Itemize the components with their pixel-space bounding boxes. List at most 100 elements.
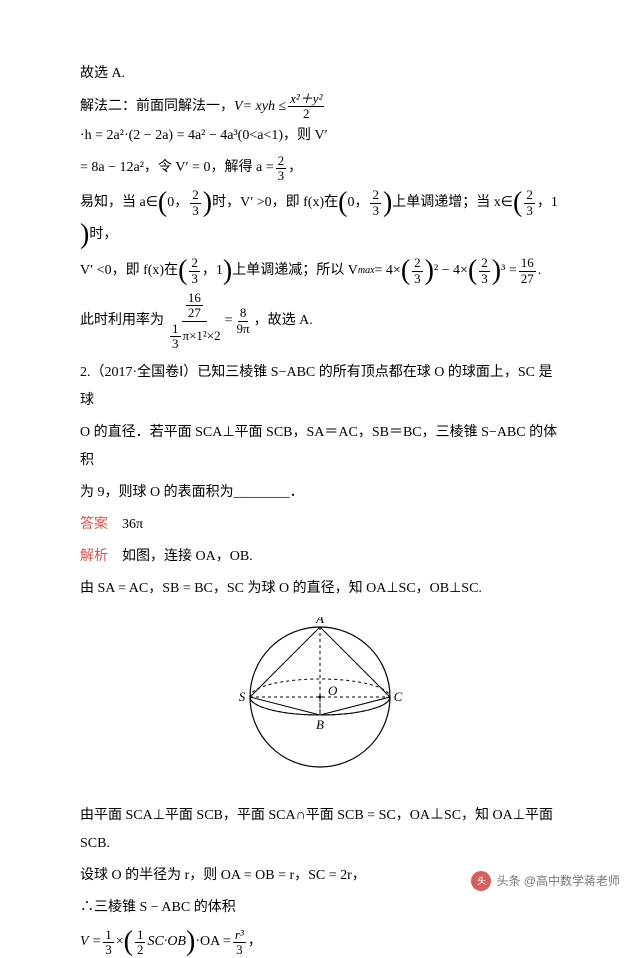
sphere-diagram: A S C B O [80, 617, 560, 788]
pl [178, 255, 187, 287]
n: 2 [190, 188, 201, 203]
avatar-icon: 头 [471, 871, 491, 891]
f: 1627 [186, 291, 203, 321]
pl [338, 187, 347, 219]
f: 23 [524, 188, 535, 218]
t: 上单调递减；所以 V [232, 257, 358, 285]
frac-89pi: 89π [235, 306, 252, 336]
d: 3 [190, 204, 201, 218]
t: 此时利用率为 [80, 307, 164, 335]
t: . [538, 257, 542, 285]
t: ³ = [501, 257, 517, 285]
pl [124, 926, 133, 958]
answer-label: 答案 [80, 511, 108, 539]
pr [203, 187, 212, 219]
line-method2: 解法二：前面同解法一， V = xyh ≤ x²＋y²2 ·h = 2a²·(2… [80, 92, 560, 150]
pl [513, 187, 522, 219]
V: V [234, 93, 243, 121]
d: 3 [370, 204, 381, 218]
frac-xy: x²＋y²2 [288, 92, 324, 122]
svg-text:S: S [239, 689, 246, 704]
question2c: 为 9，则球 O 的表面积为________． [80, 479, 560, 507]
t: 时，V′ >0，即 f(x)在 [212, 189, 338, 217]
scob: SC·OB [147, 928, 186, 956]
d: 2 [135, 943, 146, 957]
d: 13π×1²×2 [166, 322, 223, 352]
n: 1 [103, 928, 114, 943]
t: V = [80, 928, 101, 956]
line-ratio: 此时利用率为 1627 13π×1²×2 = 89π ，故选 A. [80, 291, 560, 351]
svg-text:A: A [315, 617, 324, 626]
svg-text:O: O [328, 683, 338, 698]
line-p10: ∴三棱锥 S − ABC 的体积 [80, 894, 560, 922]
t: = 8a − 12a²，令 V′ = 0，解得 a = [80, 154, 274, 182]
t: π×1²×2 [183, 328, 221, 343]
d: 3 [276, 169, 287, 183]
explain-line: 解析 如图，连接 OA，OB. [80, 543, 560, 571]
frac-1627: 1627 [519, 256, 536, 286]
f13: 13 [103, 928, 114, 958]
t: ·OA = [195, 928, 231, 956]
f: 13 [170, 322, 181, 352]
d: 9π [235, 322, 252, 336]
sub: max [358, 261, 375, 281]
pr [492, 255, 501, 287]
answer-value: 36π [108, 511, 143, 539]
pr [80, 219, 89, 251]
d: 3 [170, 337, 181, 351]
frac-23: 23 [276, 154, 287, 184]
t: O 的直径．若平面 SCA⊥平面 SCB，SA＝AC，SB＝BC，三棱锥 S−A… [80, 419, 560, 475]
explain-label: 解析 [80, 543, 108, 571]
line-interval2: V′ <0，即 f(x)在 23，1 上单调递减；所以 Vmax = 4× 23… [80, 255, 560, 287]
f: 23 [190, 188, 201, 218]
f: 23 [189, 256, 200, 286]
t: ² − 4× [434, 257, 468, 285]
t: 为 9，则球 O 的表面积为________． [80, 479, 304, 507]
d: 3 [234, 943, 245, 957]
n: r³ [233, 928, 246, 943]
question2: 2.（2017·全国卷Ⅰ）已知三棱锥 S−ABC 的所有顶点都在球 O 的球面上… [80, 359, 560, 415]
f: 23 [479, 256, 490, 286]
pl [401, 255, 410, 287]
times: × [116, 928, 124, 956]
t: ∴三棱锥 S − ABC 的体积 [80, 894, 236, 922]
pr [425, 255, 434, 287]
t: ，故选 A. [254, 307, 313, 335]
d: 3 [189, 272, 200, 286]
footer: 头 头条 @高中数学蒋老师 [471, 869, 620, 893]
svg-text:B: B [316, 717, 324, 732]
n: 1 [135, 928, 146, 943]
d: 3 [412, 272, 423, 286]
n: 8 [238, 306, 249, 321]
t: 上单调递增；当 x∈ [392, 189, 513, 217]
n: 2 [370, 188, 381, 203]
n: 16 [519, 256, 536, 271]
n: 2 [276, 154, 287, 169]
t: 解法二：前面同解法一， [80, 93, 234, 121]
line-p7: 由 SA = AC，SB = BC，SC 为球 O 的直径，知 OA⊥SC，OB… [80, 575, 560, 603]
z: 0， [347, 189, 368, 217]
question2b: O 的直径．若平面 SCA⊥平面 SCB，SA＝AC，SB＝BC，三棱锥 S−A… [80, 419, 560, 475]
line-volume: V = 13 × 12 SC·OB ·OA = r³3 ， [80, 926, 560, 958]
d: 27 [519, 272, 536, 286]
o: ，1 [537, 189, 558, 217]
n: 1 [170, 322, 181, 337]
z: 0， [167, 189, 188, 217]
line-deriv: = 8a − 12a²，令 V′ = 0，解得 a = 23 ， [80, 154, 560, 184]
svg-text:C: C [394, 689, 403, 704]
t: 由平面 SCA⊥平面 SCB，平面 SCA∩平面 SCB = SC，OA⊥SC，… [80, 802, 560, 858]
o: ，1 [202, 257, 223, 285]
f: 23 [412, 256, 423, 286]
t: 时， [89, 221, 117, 249]
t: = 4× [375, 257, 401, 285]
n: 2 [189, 256, 200, 271]
t: 由 SA = AC，SB = BC，SC 为球 O 的直径，知 OA⊥SC，OB… [80, 575, 482, 603]
answer-line: 答案 36π [80, 511, 560, 539]
t: ， [248, 928, 262, 956]
t: 易知，当 a∈ [80, 189, 158, 217]
t: V′ <0，即 f(x)在 [80, 257, 178, 285]
pr [186, 926, 195, 958]
footer-text: 头条 @高中数学蒋老师 [496, 869, 620, 893]
n: 1627 [182, 291, 207, 322]
d: 3 [479, 272, 490, 286]
